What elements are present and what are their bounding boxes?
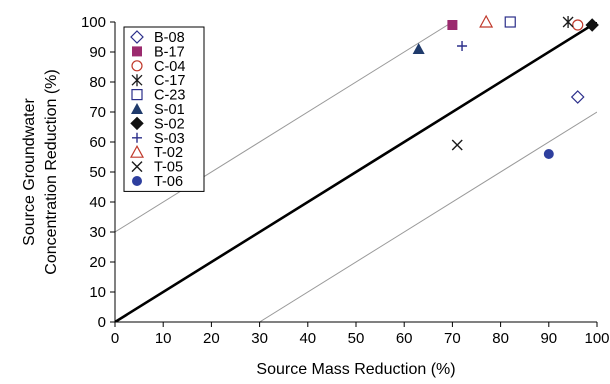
y-tick-label: 50 <box>89 164 106 181</box>
point-c-04 <box>572 19 584 31</box>
y-tick-label: 20 <box>89 254 106 271</box>
y-tick-label: 80 <box>89 74 106 91</box>
y-tick-label: 100 <box>81 14 106 31</box>
y-axis-label-line-1: Source Groundwater <box>21 98 38 246</box>
x-tick-label: 30 <box>251 330 268 347</box>
y-tick-label: 40 <box>89 194 106 211</box>
point-t-06 <box>543 149 554 159</box>
point-b-08 <box>570 90 585 104</box>
legend: B-08B-17C-04C-17C-23S-01S-02S-03T-02T-05… <box>123 26 205 192</box>
legend-marker-s-03 <box>132 132 142 143</box>
legend-marker-b-08 <box>130 30 144 44</box>
legend-label-t-02: T-02 <box>154 145 183 161</box>
point-b-17 <box>447 20 458 30</box>
legend-marker-b-17 <box>132 46 142 57</box>
y-axis-label-line-2: Concentration Reduction (%) <box>43 69 60 274</box>
legend-marker-s-01 <box>131 103 143 114</box>
x-tick-label: 80 <box>492 330 509 347</box>
tick-labels: 0 10 20 30 40 50 60 70 80 90 100 0 10 20 30 40 50 60 70 80 9… <box>81 14 610 347</box>
legend-marker-t-02 <box>129 144 145 158</box>
y-tick-label: 30 <box>89 224 106 241</box>
legend-label-b-08: B-08 <box>154 30 185 46</box>
legend-marker-c-23 <box>131 88 143 101</box>
point-s-01 <box>412 43 425 54</box>
x-tick-label: 60 <box>396 330 413 347</box>
point-t-02 <box>479 14 494 28</box>
x-tick-label: 90 <box>540 330 557 347</box>
axes <box>110 21 598 327</box>
one-to-one-line <box>115 22 597 322</box>
y-tick-label: 60 <box>89 134 106 151</box>
point-s-03 <box>457 41 468 51</box>
data-points <box>412 14 599 159</box>
y-tick-label: 0 <box>98 314 106 331</box>
legend-label-t-05: T-05 <box>154 160 183 176</box>
y-tick-label: 70 <box>89 104 106 121</box>
point-t-05 <box>451 139 463 151</box>
x-tick-label: 70 <box>444 330 461 347</box>
point-c-17 <box>562 16 574 28</box>
legend-label-s-01: S-01 <box>154 102 185 118</box>
legend-label-t-06: T-06 <box>154 174 183 190</box>
x-axis-label: Source Mass Reduction (%) <box>256 361 455 378</box>
legend-label-c-23: C-23 <box>154 88 185 104</box>
legend-marker-s-02 <box>130 116 144 131</box>
legend-marker-t-06 <box>132 176 142 186</box>
legend-label-b-17: B-17 <box>154 44 185 60</box>
x-tick-label: 40 <box>299 330 316 347</box>
reference-lines <box>115 22 597 322</box>
point-s-02 <box>585 18 599 32</box>
legend-marker-c-04 <box>131 60 143 72</box>
legend-label-c-17: C-17 <box>154 73 185 89</box>
y-tick-label: 10 <box>89 284 106 301</box>
x-tick-label: 20 <box>203 330 220 347</box>
legend-label-c-04: C-04 <box>154 59 185 75</box>
x-tick-label: 0 <box>111 330 119 347</box>
reference-line-1 <box>115 22 453 233</box>
legend-label-s-03: S-03 <box>154 131 185 147</box>
y-tick-label: 90 <box>89 44 106 61</box>
legend-marker-t-05 <box>131 161 143 173</box>
legend-marker-c-17 <box>131 74 143 87</box>
legend-label-s-02: S-02 <box>154 116 185 132</box>
x-tick-label: 50 <box>348 330 365 347</box>
x-tick-label: 10 <box>155 330 172 347</box>
x-tick-label: 100 <box>584 330 609 347</box>
reference-line-2 <box>259 111 597 322</box>
point-c-23 <box>504 16 516 28</box>
